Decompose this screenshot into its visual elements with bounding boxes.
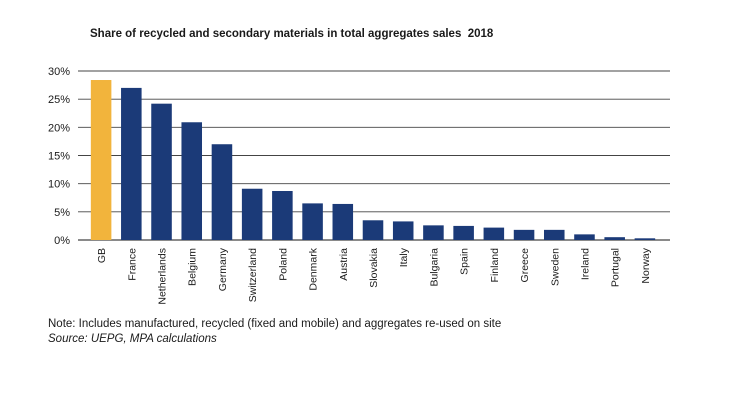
x-tick-label: Greece: [519, 248, 531, 283]
x-tick-label: Netherlands: [157, 248, 169, 305]
bar-sweden: [543, 229, 565, 240]
chart-note: Note: Includes manufactured, recycled (f…: [48, 318, 502, 330]
x-axis-ticks: GB France Netherlands Belgium Germany Switzer…: [96, 247, 652, 304]
y-axis-ticks: 0% 5% 10% 15% 20% 25% 30%: [48, 66, 70, 247]
bar-denmark: [302, 203, 323, 240]
bar-switzerland: [241, 188, 263, 240]
y-tick-label: 25%: [48, 94, 70, 106]
bars: [90, 80, 656, 241]
x-tick-label: Portugal: [610, 248, 622, 287]
bar-norway: [634, 238, 656, 240]
bar-greece: [513, 229, 535, 240]
y-tick-label: 30%: [48, 66, 70, 78]
y-tick-label: 10%: [48, 179, 70, 191]
x-tick-label: France: [126, 248, 138, 281]
x-tick-label: Finland: [489, 248, 501, 283]
chart-title: Share of recycled and secondary material…: [90, 28, 494, 40]
bar-portugal: [604, 237, 625, 240]
bar-belgium: [181, 122, 203, 240]
chart-source: Source: UEPG, MPA calculations: [48, 333, 217, 345]
y-tick-label: 15%: [48, 151, 70, 163]
y-tick-label: 5%: [54, 207, 70, 219]
x-tick-label: Bulgaria: [428, 248, 440, 287]
bar-italy: [392, 221, 414, 240]
x-tick-label: Ireland: [579, 248, 591, 280]
bar-slovakia: [362, 220, 384, 240]
x-tick-label: Belgium: [187, 248, 199, 286]
x-tick-label: GB: [96, 248, 108, 263]
bar-germany: [211, 144, 233, 240]
x-tick-label: Germany: [217, 247, 229, 291]
x-tick-label: Austria: [338, 248, 350, 281]
bar-gb: [90, 80, 112, 240]
bar-poland: [272, 190, 293, 240]
bar-ireland: [574, 234, 595, 240]
y-tick-label: 20%: [48, 122, 70, 134]
x-tick-label: Denmark: [308, 247, 320, 290]
bar-austria: [332, 203, 354, 240]
x-tick-label: Norway: [640, 247, 652, 283]
y-tick-label: 0%: [54, 235, 70, 247]
x-tick-label: Sweden: [549, 248, 561, 286]
x-tick-label: Spain: [459, 248, 471, 275]
x-tick-label: Slovakia: [368, 248, 380, 288]
bar-france: [121, 87, 142, 241]
x-tick-label: Italy: [398, 247, 410, 267]
x-tick-label: Switzerland: [247, 248, 259, 302]
bar-spain: [453, 225, 474, 240]
x-tick-label: Poland: [277, 248, 289, 281]
bar-bulgaria: [423, 225, 444, 240]
bar-finland: [483, 227, 505, 240]
bar-netherlands: [151, 103, 172, 240]
